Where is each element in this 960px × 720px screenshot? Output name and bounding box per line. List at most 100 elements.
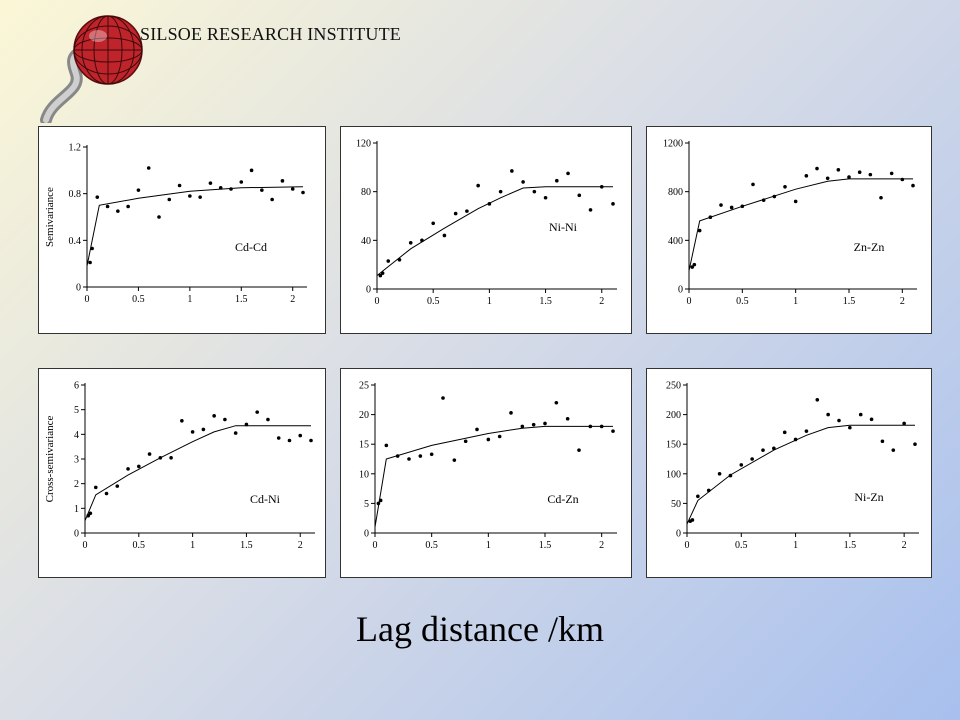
y-tick-label: 5 xyxy=(74,405,79,416)
data-point xyxy=(233,431,238,435)
chart-svg: 0 1 2 3 4 5 6 0 0.5 1 1.5 2 Cd-Ni Cross-semivariance xyxy=(44,381,315,551)
data-point xyxy=(487,202,492,206)
x-tick-label: 1.5 xyxy=(539,540,552,551)
data-point xyxy=(378,498,383,503)
data-point xyxy=(188,194,192,198)
x-tick-label: 0 xyxy=(687,296,692,307)
chart-svg: 0 50 100 150 200 250 0 0.5 1 1.5 2 Ni-Zn xyxy=(666,381,919,551)
x-tick-label: 0 xyxy=(85,294,90,305)
x-axis-title: Lag distance /km xyxy=(356,609,604,649)
data-point xyxy=(380,271,385,275)
data-point xyxy=(498,189,503,194)
x-tick-label: 0.5 xyxy=(427,296,440,307)
y-tick-label: 40 xyxy=(361,236,371,247)
data-point xyxy=(782,430,787,435)
y-tick-label: 4 xyxy=(74,430,79,441)
data-point xyxy=(497,434,502,439)
data-point xyxy=(420,238,424,243)
series-label: Ni-Ni xyxy=(549,220,578,234)
y-tick-label: 200 xyxy=(666,410,681,421)
model-curve xyxy=(688,178,913,271)
data-point xyxy=(697,228,702,233)
data-point xyxy=(475,427,479,432)
y-tick-label: 120 xyxy=(356,139,371,150)
y-tick-label: 80 xyxy=(361,187,371,198)
data-point xyxy=(476,183,480,188)
x-tick-label: 0.5 xyxy=(736,296,749,307)
series-label: Zn-Zn xyxy=(854,240,885,254)
data-point xyxy=(611,429,615,433)
data-point xyxy=(229,187,233,191)
data-point xyxy=(858,412,863,417)
series-label: Cd-Zn xyxy=(547,492,578,506)
data-point xyxy=(218,186,223,190)
data-point xyxy=(577,193,582,198)
y-tick-label: 6 xyxy=(74,381,79,392)
x-tick-label: 1.5 xyxy=(539,296,552,307)
x-tick-label: 0.5 xyxy=(132,294,145,305)
x-tick-label: 0 xyxy=(375,296,380,307)
x-tick-label: 2 xyxy=(599,540,604,551)
x-tick-label: 0 xyxy=(685,540,690,551)
data-point xyxy=(290,187,295,191)
data-point xyxy=(158,455,163,460)
chart-panel-ni-ni: 0 40 80 120 0 0.5 1 1.5 2 Ni-Ni xyxy=(340,126,632,334)
data-point xyxy=(880,439,885,444)
data-point xyxy=(772,194,777,199)
data-point xyxy=(891,448,896,452)
x-tick-label: 1 xyxy=(793,540,798,551)
chart-svg: 0 0.4 0.8 1.2 0 0.5 1 1.5 2 Cd-Cd Semivariance xyxy=(44,143,307,305)
y-tick-label: 50 xyxy=(671,499,681,510)
y-axis-label: Semivariance xyxy=(44,187,56,247)
chart-panel-ni-zn: 0 50 100 150 200 250 0 0.5 1 1.5 2 Ni-Zn xyxy=(646,368,932,578)
x-tick-label: 2 xyxy=(900,296,905,307)
x-tick-label: 1.5 xyxy=(844,540,857,551)
data-point xyxy=(783,185,787,189)
data-point xyxy=(88,260,92,265)
data-point xyxy=(309,438,313,443)
data-point xyxy=(719,203,723,207)
x-tick-label: 1 xyxy=(187,294,192,305)
x-tick-label: 2 xyxy=(599,296,604,307)
x-tick-label: 1 xyxy=(793,296,798,307)
x-tick-label: 2 xyxy=(290,294,295,305)
y-tick-label: 2 xyxy=(74,479,79,490)
data-point xyxy=(378,273,383,278)
x-tick-label: 0.5 xyxy=(735,540,748,551)
y-tick-label: 25 xyxy=(359,381,369,392)
data-point xyxy=(815,398,820,402)
data-point xyxy=(902,421,906,426)
x-tick-label: 1.5 xyxy=(843,296,856,307)
x-tick-label: 0 xyxy=(373,540,378,551)
data-point xyxy=(105,204,110,209)
data-point xyxy=(169,455,173,460)
data-point xyxy=(180,418,184,423)
data-point xyxy=(408,240,413,245)
data-point xyxy=(270,197,274,202)
data-point xyxy=(136,188,141,192)
model-curve xyxy=(374,425,613,528)
data-point xyxy=(708,215,713,220)
data-point xyxy=(301,190,305,195)
x-tick-label: 1 xyxy=(486,540,491,551)
data-point xyxy=(255,410,259,414)
chart-panel-zn-zn: 0 400 800 1200 0 0.5 1 1.5 2 Zn-Zn xyxy=(646,126,932,334)
data-point xyxy=(431,221,435,226)
globe-icon xyxy=(73,15,143,85)
data-point xyxy=(588,208,593,212)
data-point xyxy=(198,195,202,199)
data-point xyxy=(465,209,469,213)
x-tick-label: 1 xyxy=(487,296,492,307)
y-tick-label: 0 xyxy=(366,285,371,296)
x-tick-label: 2 xyxy=(902,540,907,551)
data-point xyxy=(208,181,213,185)
y-tick-label: 3 xyxy=(74,455,79,466)
data-point xyxy=(848,425,852,430)
data-point xyxy=(510,169,514,173)
data-point xyxy=(690,518,695,522)
data-point xyxy=(543,421,547,426)
data-point xyxy=(692,262,697,267)
data-point xyxy=(761,198,766,202)
x-tick-label: 1.5 xyxy=(240,540,253,551)
data-point xyxy=(137,464,141,469)
